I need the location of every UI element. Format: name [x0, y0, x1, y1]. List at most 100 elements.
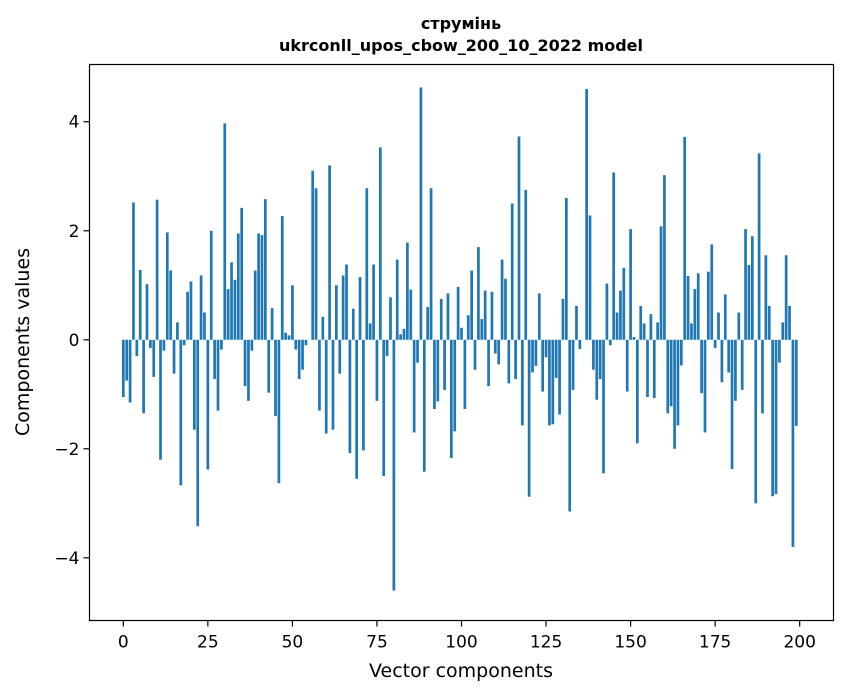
bar-74 [372, 264, 375, 340]
y-tick-label: 4 [69, 113, 80, 133]
bar-78 [385, 339, 389, 357]
bar-154 [642, 323, 646, 340]
bar-150 [629, 229, 632, 340]
y-axis-label: Components values [12, 248, 34, 436]
bar-141 [598, 339, 602, 380]
bar-156 [649, 314, 653, 340]
bar-193 [774, 339, 778, 495]
bar-153 [639, 305, 643, 340]
bar-32 [230, 262, 233, 340]
bar-5 [138, 270, 142, 340]
bar-162 [669, 339, 673, 407]
bar-33 [233, 279, 237, 340]
bar-82 [399, 334, 402, 340]
bar-125 [544, 339, 548, 358]
bar-36 [243, 339, 247, 387]
bar-192 [771, 339, 774, 497]
bar-57 [314, 188, 318, 340]
bar-140 [595, 339, 599, 400]
bar-161 [666, 339, 670, 414]
bar-80 [392, 339, 396, 591]
bar-97 [450, 339, 453, 459]
bar-86 [412, 339, 416, 433]
bar-60 [324, 339, 328, 434]
bar-198 [791, 339, 795, 547]
bar-22 [196, 339, 200, 527]
bar-87 [416, 339, 419, 363]
bar-58 [318, 339, 321, 411]
bar-38 [250, 339, 254, 351]
bar-6 [142, 339, 145, 414]
bar-191 [767, 305, 771, 340]
bar-145 [612, 172, 616, 340]
bar-62 [331, 339, 335, 430]
bar-144 [608, 339, 612, 346]
bar-63 [335, 285, 338, 340]
bar-131 [564, 198, 568, 340]
bar-185 [747, 265, 751, 340]
bar-138 [588, 215, 592, 340]
bar-173 [707, 271, 710, 340]
bar-81 [395, 259, 399, 340]
bar-24 [203, 312, 206, 340]
bar-121 [531, 339, 534, 373]
bar-43 [267, 339, 271, 393]
bar-167 [686, 275, 690, 340]
bar-103 [470, 270, 473, 340]
bar-170 [696, 273, 700, 340]
bar-199 [794, 339, 798, 426]
bar-100 [460, 327, 463, 340]
bar-107 [483, 290, 487, 340]
bar-23 [199, 275, 203, 340]
bar-175 [713, 339, 717, 348]
bar-164 [676, 339, 680, 426]
y-tick-label: 0 [69, 331, 80, 351]
bar-92 [433, 339, 436, 410]
bar-174 [710, 244, 714, 340]
bar-89 [422, 339, 426, 472]
bar-130 [561, 298, 565, 340]
bar-101 [463, 339, 467, 410]
bar-7 [145, 284, 149, 340]
bars-group [121, 87, 798, 591]
bar-176 [717, 312, 720, 340]
bar-126 [548, 339, 551, 426]
bar-70 [358, 277, 362, 340]
bar-39 [253, 270, 257, 340]
bar-137 [585, 89, 588, 340]
bar-152 [636, 339, 639, 444]
bar-67 [348, 339, 352, 454]
y-axis-ticks: −4 −2 0 2 4 [54, 113, 90, 569]
bar-44 [270, 308, 274, 340]
bar-128 [554, 339, 558, 378]
bar-182 [737, 312, 741, 340]
bar-30 [223, 123, 227, 340]
bar-151 [632, 337, 636, 340]
bar-90 [426, 307, 430, 340]
bar-19 [186, 291, 189, 340]
chart-title: струмінь [421, 14, 501, 33]
bar-146 [615, 312, 619, 340]
bar-31 [226, 289, 230, 340]
bar-165 [679, 339, 683, 366]
bar-77 [382, 339, 386, 477]
bar-59 [321, 316, 325, 340]
bar-108 [487, 339, 490, 387]
bar-9 [152, 339, 156, 377]
bar-42 [264, 199, 267, 340]
bar-41 [260, 235, 264, 340]
bar-188 [757, 153, 761, 340]
chart-subtitle: ukrconll_upos_cbow_200_10_2022 model [279, 36, 643, 55]
bar-195 [781, 322, 785, 340]
bar-4 [135, 339, 139, 357]
bar-135 [578, 339, 582, 350]
x-tick-label: 50 [282, 633, 304, 653]
bar-13 [165, 232, 169, 340]
bar-159 [659, 226, 663, 340]
bar-51 [294, 339, 298, 350]
bar-56 [311, 170, 315, 340]
bar-184 [744, 229, 747, 340]
bar-111 [497, 339, 501, 365]
bar-197 [788, 305, 791, 340]
bar-1 [125, 339, 129, 381]
